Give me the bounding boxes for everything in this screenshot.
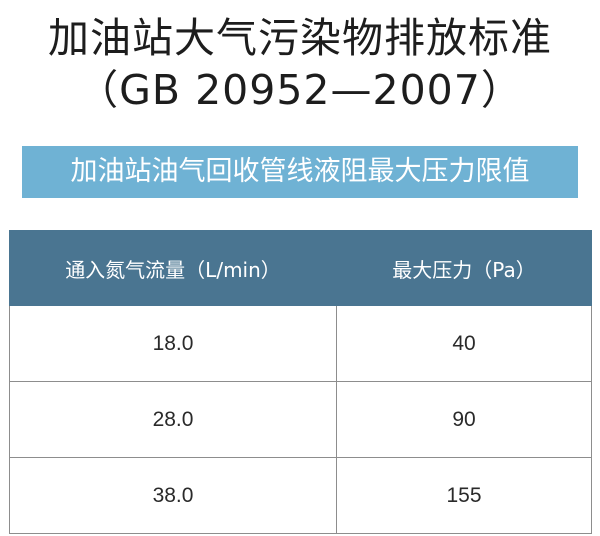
header-max-pressure: 最大压力（Pa） [336,230,592,306]
flow-cell: 28.0 [9,381,337,458]
pressure-cell: 155 [336,457,592,534]
table-header-row: 通入氮气流量（L/min） 最大压力（Pa） [9,230,592,306]
table-row: 28.0 90 [9,381,592,458]
table-row: 38.0 155 [9,457,592,534]
header-nitrogen-flow: 通入氮气流量（L/min） [9,230,337,306]
limit-table: 通入氮气流量（L/min） 最大压力（Pa） 18.0 40 28.0 90 3… [9,230,592,534]
flow-cell: 18.0 [9,305,337,382]
section-banner: 加油站油气回收管线液阻最大压力限值 [22,146,578,198]
pressure-cell: 90 [336,381,592,458]
standard-code: （GB 20952—2007） [77,66,523,114]
table-row: 18.0 40 [9,305,592,382]
pressure-cell: 40 [336,305,592,382]
page-title: 加油站大气污染物排放标准 [48,14,552,62]
flow-cell: 38.0 [9,457,337,534]
